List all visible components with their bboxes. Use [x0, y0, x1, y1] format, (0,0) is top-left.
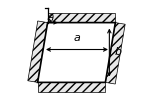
Polygon shape: [48, 13, 115, 23]
Polygon shape: [38, 23, 115, 82]
Text: b: b: [114, 47, 121, 57]
Polygon shape: [38, 82, 105, 92]
Text: θ: θ: [48, 14, 54, 24]
Polygon shape: [28, 21, 48, 82]
Text: a: a: [74, 33, 80, 43]
Polygon shape: [105, 23, 125, 84]
